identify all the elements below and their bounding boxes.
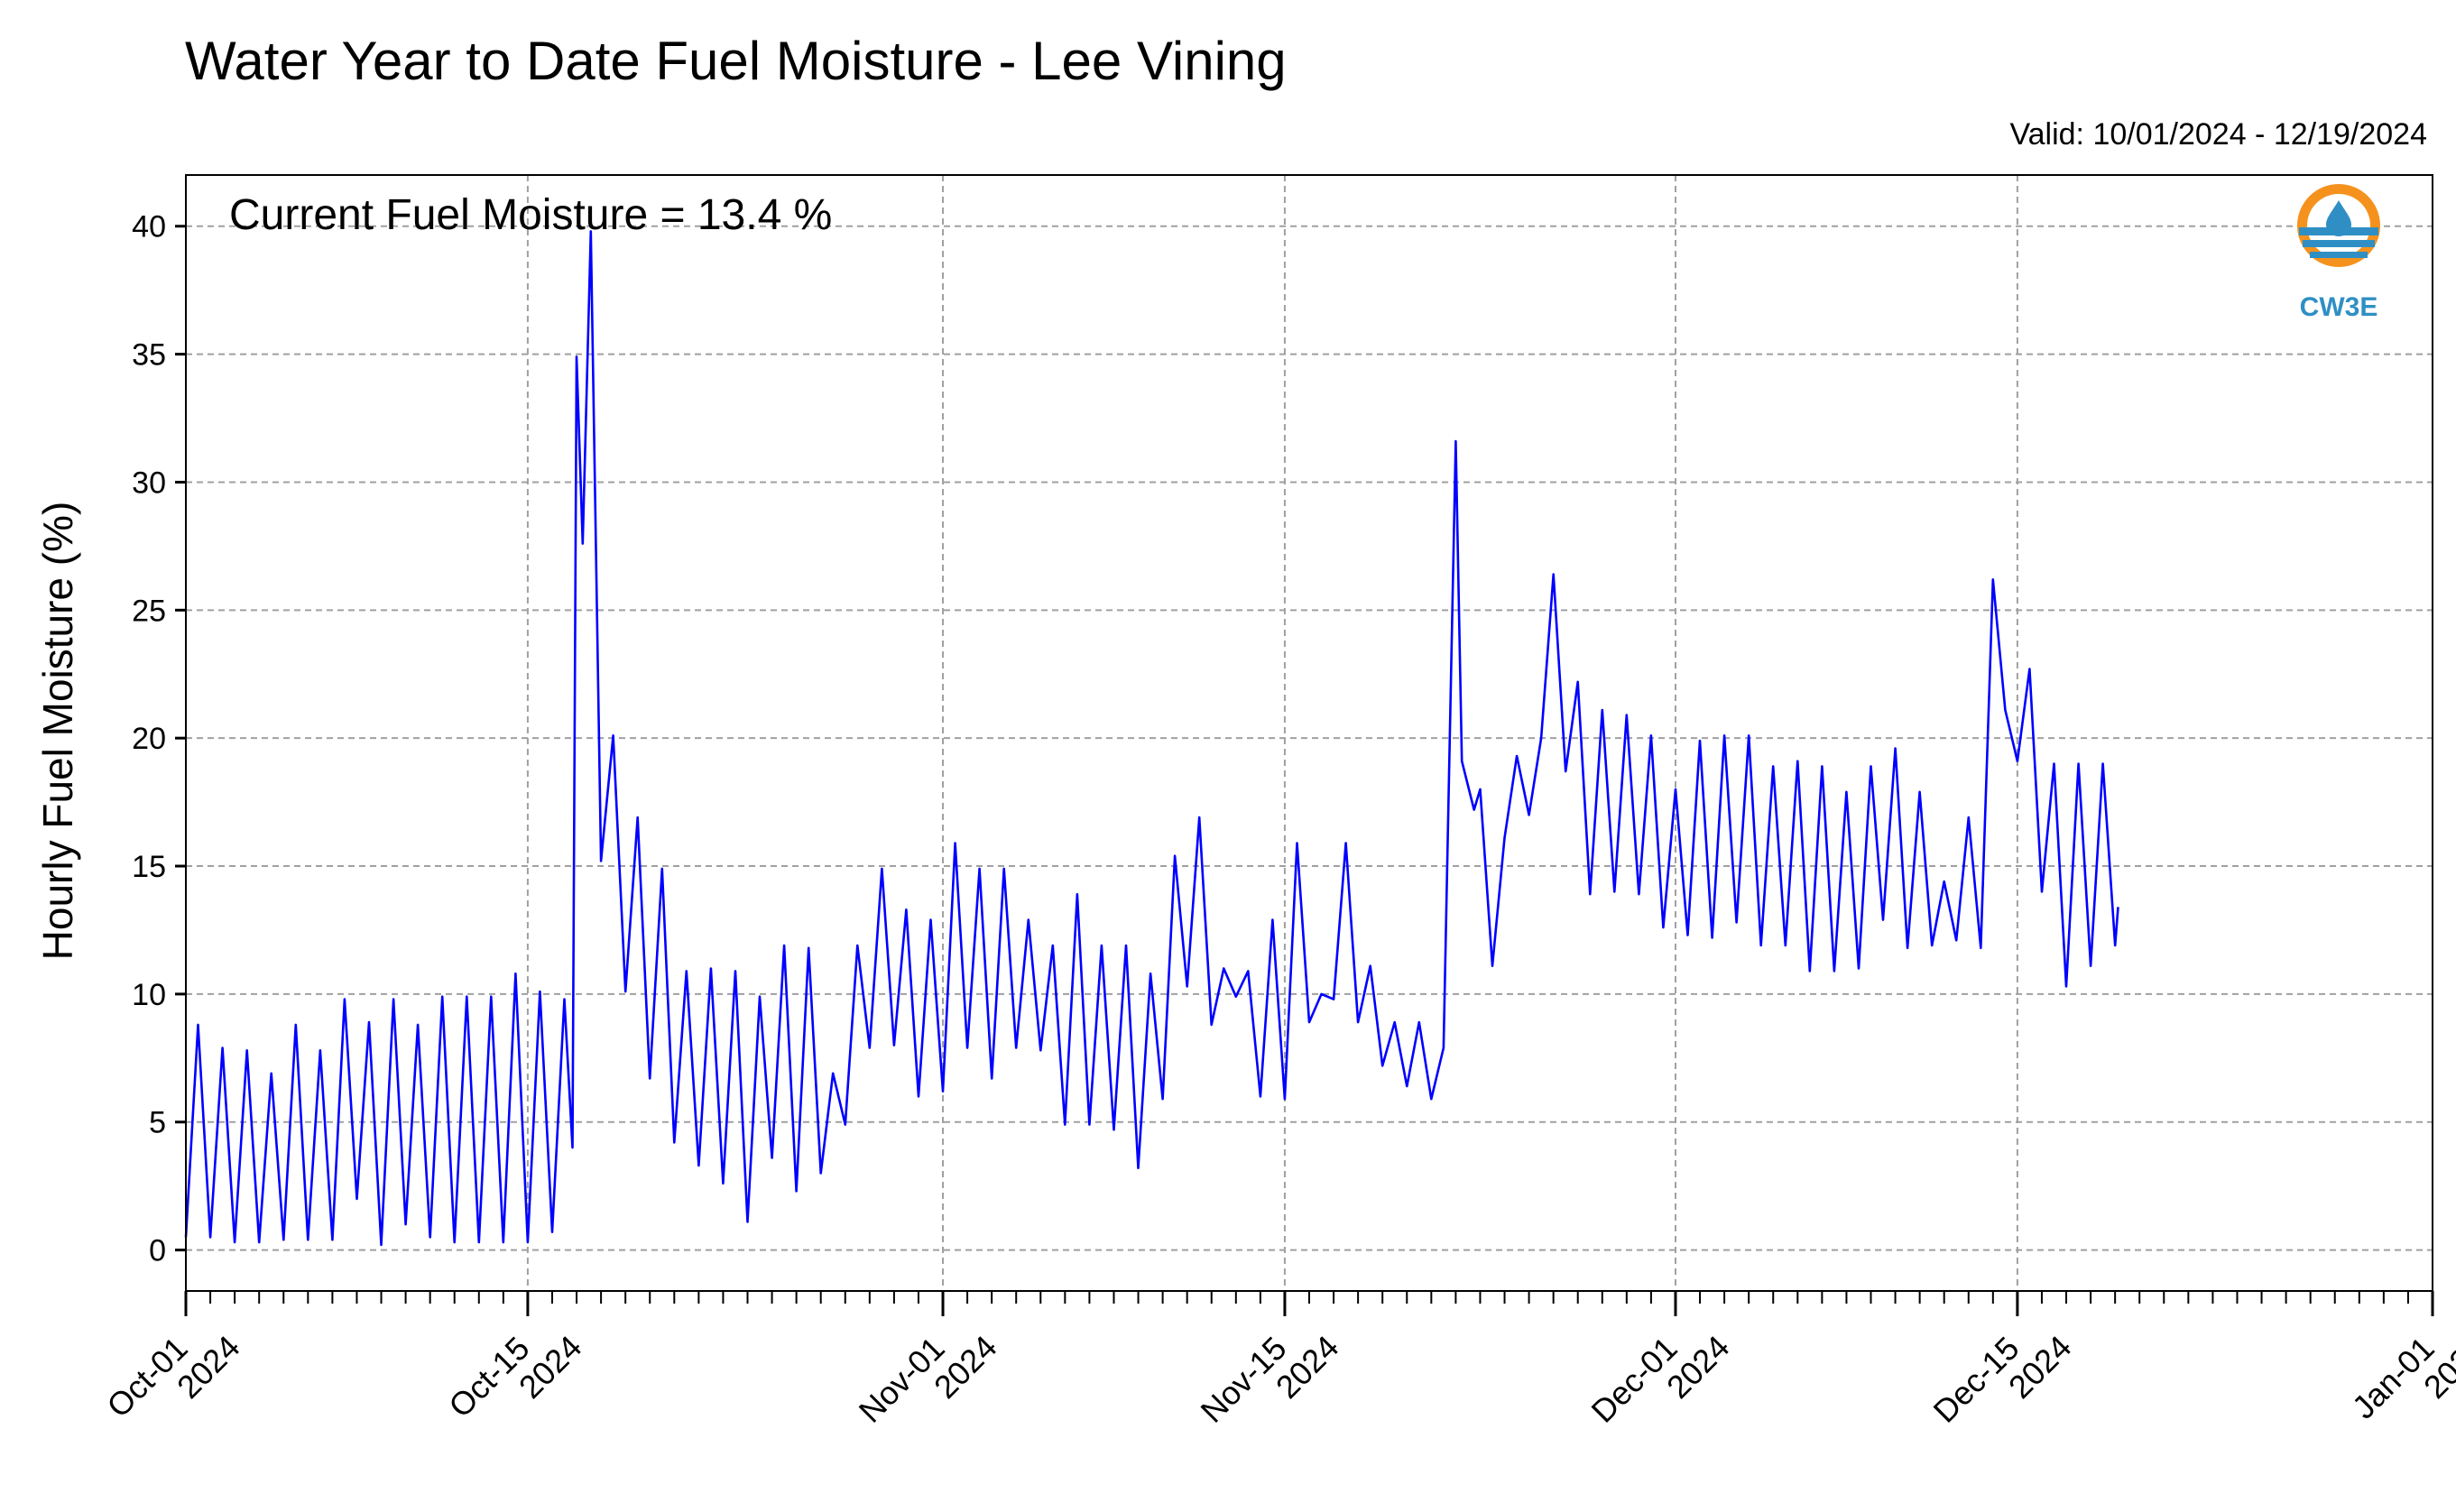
logo-wave: [2303, 240, 2375, 247]
x-tick-label: Nov-152024: [1194, 1303, 1346, 1455]
x-tick-label-line: 2024: [1659, 1328, 1737, 1406]
y-tick-label: 25: [132, 594, 166, 628]
x-tick-label-line: 2024: [512, 1328, 589, 1406]
x-tick-label: Nov-012024: [852, 1303, 1004, 1455]
y-tick-label: 40: [132, 210, 166, 244]
x-tick-label-line: 2024: [2001, 1328, 2079, 1406]
y-axis-label: Hourly Fuel Moisture (%): [34, 502, 81, 961]
x-tick-label: Dec-012024: [1584, 1303, 1737, 1455]
series-layer: [184, 230, 2119, 1247]
x-tick-label: Oct-152024: [441, 1303, 588, 1450]
grid: [185, 175, 2433, 1291]
y-tick-label: 0: [149, 1234, 166, 1268]
logo-text: CW3E: [2300, 292, 2378, 322]
x-tick-label: Dec-152024: [1925, 1303, 2078, 1455]
x-tick-label: Oct-012024: [99, 1303, 246, 1450]
x-tick-label: Jan-012025: [2345, 1303, 2456, 1452]
x-tick-label-line: 2024: [927, 1328, 1004, 1406]
cw3e-logo: CW3E: [2297, 184, 2380, 322]
x-axis: Oct-012024 Oct-152024 Nov-012024 Nov-152024…: [99, 1291, 2456, 1455]
chart-subtitle: Valid: 10/01/2024 - 12/19/2024: [2009, 117, 2427, 152]
x-tick-label-line: 2024: [170, 1328, 247, 1406]
current-value-annotation: Current Fuel Moisture = 13.4 %: [229, 191, 832, 239]
y-tick-label: 5: [149, 1106, 166, 1140]
y-tick-label: 10: [132, 978, 166, 1012]
y-axis: 0 5 10 15 20 25 30 35 40: [132, 210, 186, 1268]
y-tick-label: 15: [132, 850, 166, 884]
y-tick-label: 30: [132, 466, 166, 500]
logo-wave: [2310, 252, 2368, 258]
fuel-moisture-series-line: [184, 230, 2119, 1247]
y-tick-label: 20: [132, 722, 166, 756]
y-tick-label: 35: [132, 338, 166, 373]
water-drop-icon: [2326, 200, 2351, 236]
x-tick-label-line: 2024: [1269, 1328, 1346, 1406]
chart-title: Water Year to Date Fuel Moisture - Lee V…: [185, 31, 1287, 91]
